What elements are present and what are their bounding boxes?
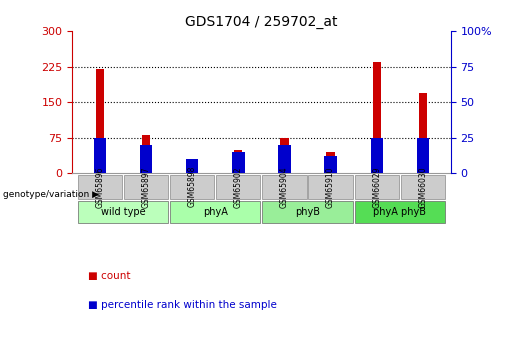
FancyBboxPatch shape <box>308 175 353 199</box>
FancyBboxPatch shape <box>216 175 261 199</box>
Text: genotype/variation ▶: genotype/variation ▶ <box>3 190 98 199</box>
Bar <box>417 138 429 174</box>
Bar <box>186 159 198 174</box>
Text: phyB: phyB <box>295 207 320 217</box>
FancyBboxPatch shape <box>355 175 399 199</box>
FancyBboxPatch shape <box>355 200 445 223</box>
Bar <box>373 62 381 174</box>
Bar <box>370 138 383 174</box>
Text: GSM65898: GSM65898 <box>187 166 197 207</box>
Text: GSM66029: GSM66029 <box>372 166 381 207</box>
FancyBboxPatch shape <box>78 200 168 223</box>
FancyBboxPatch shape <box>262 175 306 199</box>
FancyBboxPatch shape <box>170 175 214 199</box>
Text: GSM65902: GSM65902 <box>234 166 243 207</box>
Bar <box>94 138 106 174</box>
Bar <box>419 93 427 174</box>
Text: phyA phyB: phyA phyB <box>373 207 426 217</box>
Bar <box>280 138 288 174</box>
FancyBboxPatch shape <box>170 200 261 223</box>
FancyBboxPatch shape <box>262 200 353 223</box>
Bar <box>324 156 337 174</box>
Text: phyA: phyA <box>203 207 228 217</box>
Text: ■ percentile rank within the sample: ■ percentile rank within the sample <box>88 300 277 310</box>
Bar <box>278 145 290 174</box>
Bar <box>188 166 196 174</box>
Bar <box>140 145 152 174</box>
Text: GSM66030: GSM66030 <box>418 166 427 208</box>
Bar <box>232 152 245 174</box>
Bar <box>142 136 150 174</box>
FancyBboxPatch shape <box>401 175 445 199</box>
FancyBboxPatch shape <box>124 175 168 199</box>
Text: GSM65910: GSM65910 <box>326 166 335 207</box>
Title: GDS1704 / 259702_at: GDS1704 / 259702_at <box>185 14 338 29</box>
Text: GSM65904: GSM65904 <box>280 166 289 208</box>
FancyBboxPatch shape <box>78 175 122 199</box>
Bar <box>234 150 243 174</box>
Text: wild type: wild type <box>100 207 145 217</box>
Bar <box>96 69 104 174</box>
Text: GSM65896: GSM65896 <box>95 166 105 207</box>
Text: GSM65897: GSM65897 <box>142 166 150 207</box>
Bar <box>327 152 335 174</box>
Text: ■ count: ■ count <box>88 271 130 281</box>
